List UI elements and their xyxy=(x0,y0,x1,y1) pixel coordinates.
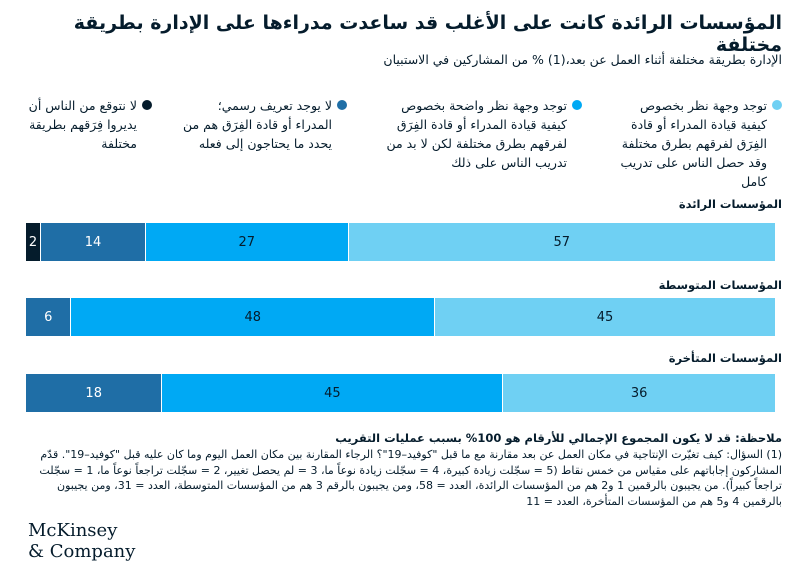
bar-segment: 45 xyxy=(434,298,775,336)
legend: توجد وجهة نظر بخصوص كيفية قيادة المدراء … xyxy=(22,96,782,191)
notes: ملاحظة: قد لا يكون المجموع الإجمالي للأر… xyxy=(22,431,782,509)
bar-segment: 48 xyxy=(70,298,435,336)
bar-segment: 6 xyxy=(25,298,71,336)
legend-dot-icon xyxy=(572,100,582,110)
data-label: 18 xyxy=(85,385,102,401)
bar-segment: 36 xyxy=(502,374,775,412)
chart-subtitle: الإدارة بطريقة مختلفة أثناء العمل عن بعد… xyxy=(383,52,782,67)
bar-segment: 57 xyxy=(347,223,775,261)
bar-segment: 18 xyxy=(25,374,162,412)
bar-segment: 2 xyxy=(25,223,40,261)
footnote: (1) السؤال: كيف تغيّرت الإنتاجية في مكان… xyxy=(39,448,782,508)
category-label: المؤسسات المتأخرة xyxy=(668,351,782,365)
bar-segment: 45 xyxy=(161,374,503,412)
data-label: 45 xyxy=(324,385,341,401)
data-label: 48 xyxy=(244,309,262,325)
note-heading: ملاحظة: قد لا يكون المجموع الإجمالي للأر… xyxy=(335,431,782,445)
legend-item: توجد وجهة نظر واضحة بخصوص كيفية قيادة ال… xyxy=(377,96,582,191)
legend-dot-icon xyxy=(337,100,347,110)
category-label: المؤسسات المتوسطة xyxy=(658,278,782,292)
legend-dot-icon xyxy=(142,100,152,110)
legend-item: توجد وجهة نظر بخصوص كيفية قيادة المدراء … xyxy=(612,96,782,191)
data-label: 27 xyxy=(238,234,256,250)
legend-item: لا نتوقع من الناس أن يديروا فِرَقهم بطري… xyxy=(22,96,152,191)
mckinsey-logo: McKinsey & Company xyxy=(28,520,136,562)
bar-row: 36 45 18 xyxy=(25,374,775,412)
data-label: 2 xyxy=(28,234,38,250)
category-label: المؤسسات الرائدة xyxy=(678,197,782,211)
data-label: 36 xyxy=(630,385,648,401)
bar-row: 45 48 6 xyxy=(25,298,775,336)
legend-dot-icon xyxy=(772,100,782,110)
data-label: 45 xyxy=(596,309,614,325)
legend-item: لا يوجد تعريف رسمي؛ المدراء أو قادة الفِ… xyxy=(182,96,347,191)
data-label: 6 xyxy=(44,309,53,325)
chart-title: المؤسسات الرائدة كانت على الأغلب قد ساعد… xyxy=(73,12,782,56)
bar-row: 57 27 14 2 xyxy=(25,223,775,261)
data-label: 57 xyxy=(553,234,571,250)
bar-segment: 27 xyxy=(145,223,348,261)
bar-segment: 14 xyxy=(40,223,145,261)
data-label: 14 xyxy=(84,234,102,250)
